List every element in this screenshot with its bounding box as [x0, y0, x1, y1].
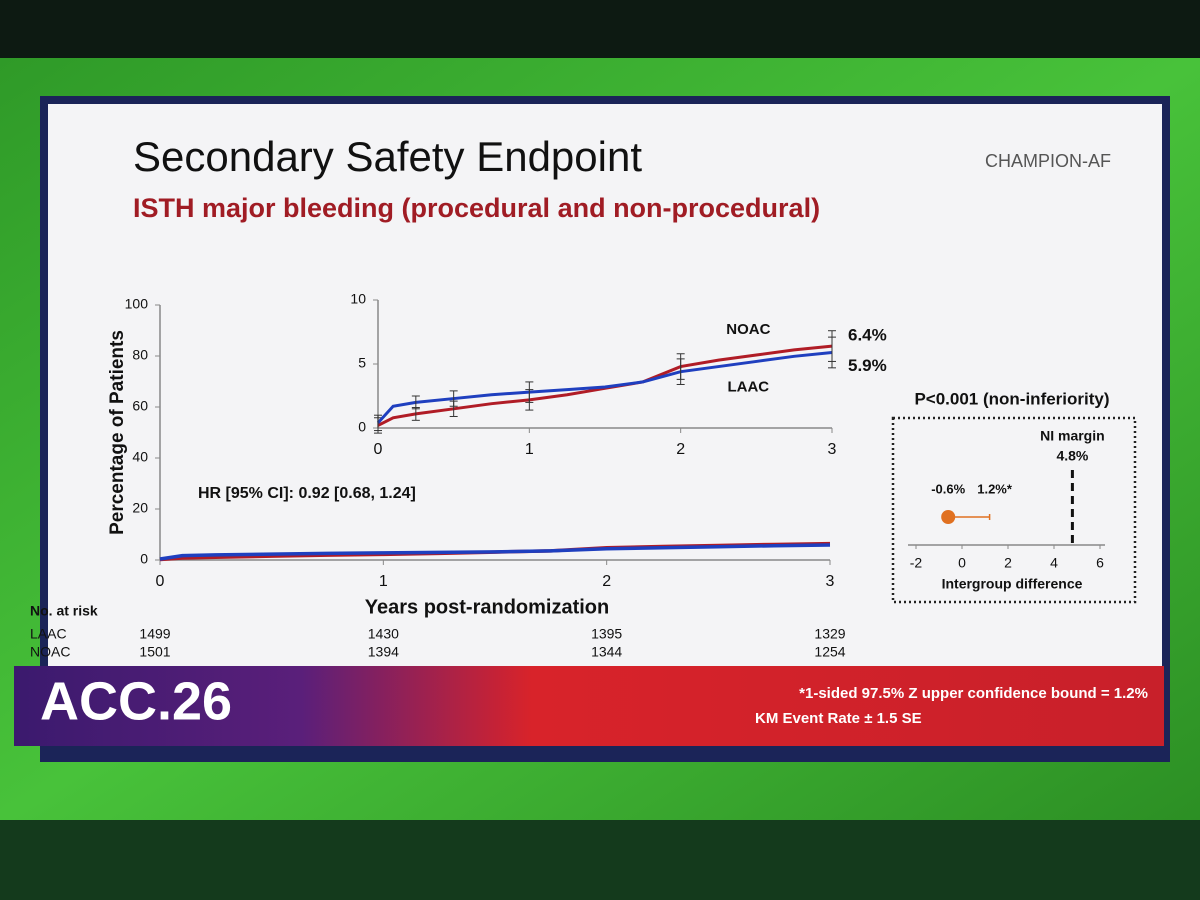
stage-floor: [0, 820, 1200, 900]
footer-bar: [14, 666, 1164, 746]
end-label: 5.9%: [848, 356, 887, 375]
risk-count: 1394: [368, 644, 399, 660]
conference-logo: ACC.26: [40, 671, 232, 731]
x-tick-label: 0: [958, 555, 966, 571]
risk-count: 1254: [814, 644, 845, 660]
series-label: LAAC: [727, 378, 769, 395]
risk-row-name: LAAC: [30, 626, 67, 642]
y-tick-label: 20: [132, 500, 148, 516]
x-tick-label: 2: [676, 441, 685, 458]
forest-box: [891, 416, 1137, 604]
x-tick-label: 3: [826, 573, 835, 590]
risk-count: 1501: [139, 644, 170, 660]
ni-margin-label: 4.8%: [1056, 448, 1088, 464]
y-tick-label: 100: [125, 296, 149, 312]
y-tick-label: 10: [350, 291, 366, 307]
risk-count: 1329: [814, 626, 845, 642]
risk-table-title: No. at risk: [30, 603, 98, 619]
footnote: *1-sided 97.5% Z upper confidence bound …: [799, 685, 1148, 702]
upper-label: 1.2%*: [977, 481, 1013, 496]
slide: [48, 104, 1162, 666]
end-label: 6.4%: [848, 326, 887, 345]
y-tick-label: 40: [132, 449, 148, 465]
x-tick-label: 3: [828, 441, 837, 458]
x-tick-label: 0: [374, 441, 383, 458]
y-tick-label: 0: [140, 551, 148, 567]
slide-subtitle: ISTH major bleeding (procedural and non-…: [133, 193, 820, 223]
x-tick-label: 2: [1004, 555, 1012, 571]
y-tick-label: 80: [132, 347, 148, 363]
estimate-label: -0.6%: [931, 481, 965, 496]
risk-count: 1430: [368, 626, 399, 642]
x-tick-label: 0: [156, 573, 165, 590]
logo: CHAMPION-AF: [985, 151, 1111, 171]
estimate-point: [941, 510, 956, 524]
hr-annotation: HR [95% CI]: 0.92 [0.68, 1.24]: [198, 485, 416, 502]
ni-margin-title: NI margin: [1040, 428, 1105, 444]
forest-title: P<0.001 (non-inferiority): [914, 389, 1109, 408]
x-tick-label: -2: [910, 555, 923, 571]
series-label: NOAC: [726, 321, 770, 338]
km-curve: [376, 350, 833, 424]
y-tick-label: 5: [358, 355, 366, 371]
risk-row-name: NOAC: [30, 644, 70, 660]
km-curve: [159, 543, 831, 561]
x-tick-label: 6: [1096, 555, 1104, 571]
x-tick-label: 1: [525, 441, 534, 458]
risk-count: 1344: [591, 644, 622, 660]
footnote: KM Event Rate ± 1.5 SE: [755, 710, 922, 727]
y-tick-label: 0: [358, 419, 366, 435]
x-tick-label: 1: [379, 573, 388, 590]
y-axis-label: Percentage of Patients: [107, 330, 128, 535]
x-tick-label: 4: [1050, 555, 1058, 571]
x-axis-label: Years post-randomization: [365, 596, 610, 618]
x-axis-label: Intergroup difference: [942, 576, 1083, 592]
km-curve: [377, 344, 833, 427]
risk-count: 1395: [591, 626, 622, 642]
x-tick-label: 2: [602, 573, 611, 590]
risk-count: 1499: [139, 626, 170, 642]
slide-title: Secondary Safety Endpoint: [133, 133, 642, 180]
y-tick-label: 60: [132, 398, 148, 414]
